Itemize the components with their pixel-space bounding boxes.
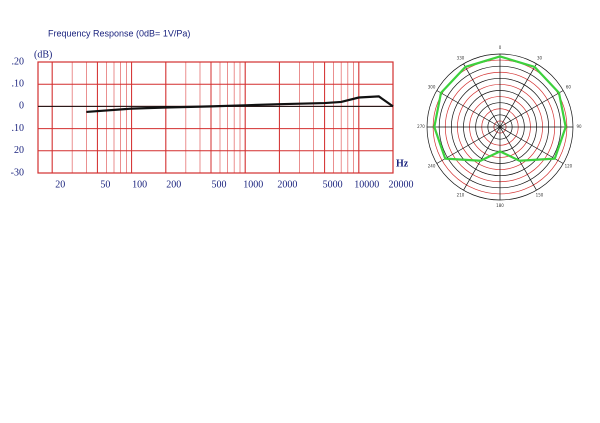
angle-label: 300 — [428, 85, 436, 90]
y-tick-label: .20 — [12, 56, 25, 67]
angle-label: 120 — [565, 164, 573, 169]
angle-label: 180 — [496, 203, 504, 208]
y-axis-label: (dB) — [34, 49, 52, 60]
angle-label: 90 — [576, 124, 582, 129]
plot-frame — [37, 61, 394, 174]
x-tick-label: 1000 — [243, 179, 263, 190]
spoke — [499, 90, 564, 128]
x-tick-label: 200 — [166, 179, 181, 190]
angle-label: 150 — [536, 192, 544, 197]
angle-label: 240 — [428, 164, 436, 169]
spoke — [436, 90, 501, 128]
spoke — [463, 126, 501, 191]
x-tick-label: 50 — [100, 179, 110, 190]
polar-pattern — [433, 55, 567, 162]
y-tick-label: -30 — [11, 167, 24, 178]
x-tick-label: 20 — [55, 179, 65, 190]
spoke — [436, 126, 501, 164]
y-tick-label: 0 — [19, 101, 24, 112]
spoke — [499, 63, 537, 128]
x-tick-label: 5000 — [323, 179, 343, 190]
chart-title: Frequency Response (0dB= 1V/Pa) — [48, 28, 190, 38]
angle-label: 30 — [537, 56, 543, 61]
angle-label: 210 — [457, 192, 465, 197]
angle-label: 270 — [417, 124, 425, 129]
y-tick-label: .10 — [12, 78, 25, 89]
x-tick-label: 100 — [132, 179, 147, 190]
x-tick-label: 500 — [212, 179, 227, 190]
angle-label: 60 — [566, 85, 572, 90]
angle-label: 0 — [499, 45, 502, 50]
spoke — [499, 126, 564, 164]
x-axis-label: Hz — [396, 158, 409, 169]
y-tick-label: 20 — [14, 145, 24, 156]
spoke — [499, 126, 537, 191]
x-tick-label: 2000 — [277, 179, 297, 190]
x-tick-label: 10000 — [354, 179, 379, 190]
response-line — [86, 95, 394, 114]
x-tick-label: 20000 — [389, 179, 414, 190]
spoke — [463, 63, 501, 128]
y-tick-label: .10 — [12, 123, 25, 134]
angle-label: 330 — [457, 56, 465, 61]
